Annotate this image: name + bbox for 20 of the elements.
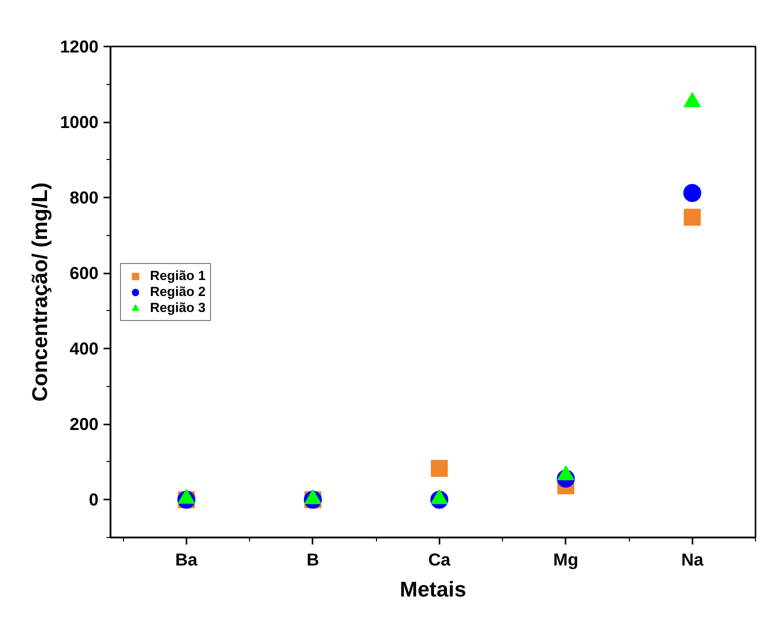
y-tick-label: 400 xyxy=(70,338,99,359)
y-tick-label: 600 xyxy=(70,263,99,284)
y-tick-label: 200 xyxy=(70,414,99,434)
point xyxy=(684,208,701,226)
y-axis-title: Concentração/ (mg/L) xyxy=(28,182,52,402)
y-tick-label: 800 xyxy=(70,188,99,208)
x-tick-label: Ca xyxy=(428,550,451,570)
point xyxy=(430,460,448,477)
x-tick-label: Ba xyxy=(175,550,198,570)
y-tick-label: 0 xyxy=(88,490,99,510)
y-tick-label: 1000 xyxy=(60,112,99,132)
x-tick-label: Na xyxy=(681,550,704,570)
y-tick-label: 1200 xyxy=(60,36,99,56)
legend-label: Região 2 xyxy=(150,284,206,300)
legend-label: Região 3 xyxy=(150,300,206,316)
x-axis-title: Metais xyxy=(400,578,466,602)
x-tick-label: B xyxy=(306,550,320,570)
point xyxy=(683,184,702,202)
legend-label: Região 1 xyxy=(150,268,206,284)
x-tick-label: Mg xyxy=(553,550,578,570)
